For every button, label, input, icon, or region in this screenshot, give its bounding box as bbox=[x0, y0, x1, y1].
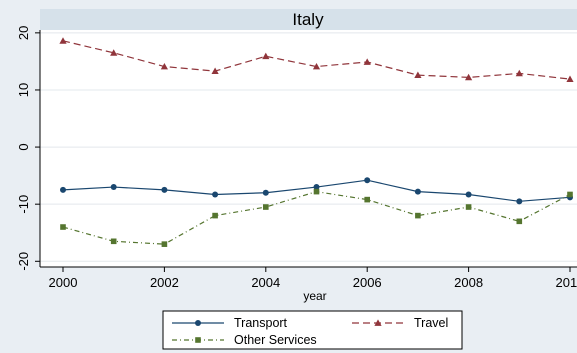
series-other-services bbox=[60, 188, 573, 247]
data-point bbox=[567, 191, 573, 198]
data-point bbox=[465, 73, 473, 81]
data-point bbox=[415, 212, 421, 219]
data-point bbox=[516, 218, 523, 225]
legend-item: Transport bbox=[172, 316, 288, 330]
chart-title: Italy bbox=[292, 10, 324, 29]
y-tick-label: -20 bbox=[16, 252, 31, 271]
y-tick-label: -10 bbox=[16, 195, 31, 214]
x-tick-label: 2002 bbox=[150, 275, 179, 290]
legend-box bbox=[162, 310, 463, 350]
legend: Transport Travel Other Services bbox=[162, 310, 463, 350]
data-point bbox=[465, 191, 472, 198]
y-tick-label: 10 bbox=[16, 83, 31, 97]
series-transport bbox=[60, 177, 573, 205]
data-point bbox=[312, 62, 321, 70]
data-point bbox=[110, 49, 118, 56]
legend-label: Transport bbox=[234, 316, 288, 330]
data-point bbox=[59, 37, 67, 44]
x-tick-label: 2008 bbox=[454, 275, 483, 290]
legend-marker bbox=[195, 320, 201, 326]
title-band bbox=[40, 9, 577, 30]
y-axis-ticks: 20 10 0 -10 -20 bbox=[16, 26, 40, 271]
legend-marker bbox=[195, 337, 201, 343]
data-point bbox=[161, 241, 168, 247]
y-tick-label: 20 bbox=[16, 26, 31, 40]
data-point bbox=[262, 52, 270, 60]
legend-label: Travel bbox=[414, 316, 448, 330]
data-point bbox=[161, 186, 168, 193]
series-line bbox=[62, 40, 571, 80]
legend-item: Other Services bbox=[172, 333, 317, 347]
data-point bbox=[211, 67, 219, 74]
legend-marker bbox=[374, 319, 382, 326]
legend-item: Travel bbox=[352, 316, 448, 330]
x-axis-label: year bbox=[303, 289, 326, 303]
data-point bbox=[263, 204, 269, 210]
data-point bbox=[465, 204, 472, 210]
data-point bbox=[110, 238, 117, 245]
data-point bbox=[516, 198, 523, 205]
plot-area bbox=[40, 30, 577, 267]
x-tick-label: 2000 bbox=[49, 275, 78, 290]
x-tick-label: 2006 bbox=[353, 275, 382, 290]
data-point bbox=[515, 69, 523, 77]
data-point bbox=[566, 75, 574, 82]
y-tick-label: 0 bbox=[16, 143, 31, 150]
grid-lines bbox=[40, 32, 577, 262]
data-point bbox=[212, 191, 219, 198]
data-point bbox=[364, 196, 370, 203]
data-point bbox=[160, 62, 168, 70]
series-travel bbox=[59, 37, 574, 82]
series-layer bbox=[59, 37, 574, 247]
data-point bbox=[60, 224, 66, 230]
data-point bbox=[414, 188, 421, 195]
legend-label: Other Services bbox=[234, 333, 317, 347]
data-point bbox=[363, 58, 371, 65]
data-point bbox=[212, 212, 218, 219]
data-point bbox=[313, 184, 320, 191]
x-tick-label: 2004 bbox=[251, 275, 280, 290]
data-point bbox=[60, 186, 66, 193]
data-point bbox=[364, 177, 371, 184]
data-point bbox=[313, 188, 320, 195]
data-point bbox=[110, 184, 117, 191]
data-point bbox=[414, 71, 422, 78]
data-point bbox=[262, 189, 269, 196]
